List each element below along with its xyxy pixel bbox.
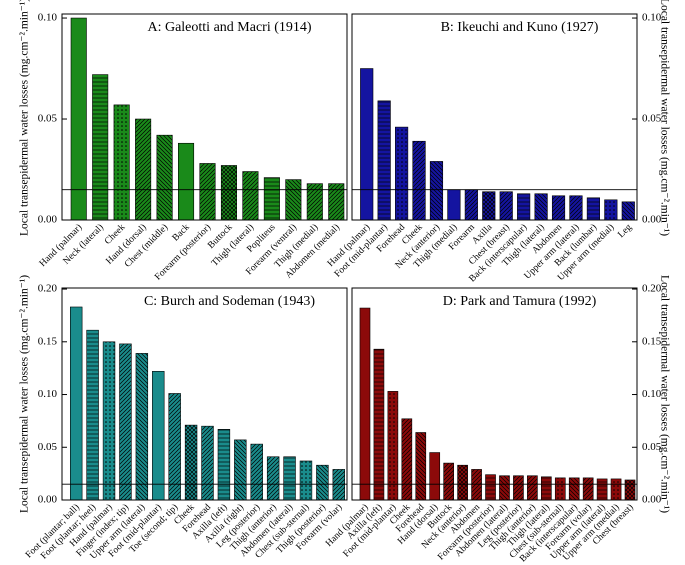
bar	[316, 464, 329, 501]
bar	[415, 432, 427, 501]
y-axis-label: Local transepidermal water losses (mg.cm…	[658, 275, 670, 513]
y-tick-label: 0.05	[642, 113, 662, 125]
y-tick-label: 0.05	[38, 441, 58, 453]
bar	[360, 68, 374, 221]
bar	[152, 371, 165, 501]
bar	[69, 306, 83, 501]
bar	[429, 452, 441, 501]
plot-frame	[61, 287, 348, 501]
bar	[401, 418, 413, 501]
y-tick-label: 0.15	[38, 335, 58, 347]
panel-title: B: Ikeuchi and Kuno (1927)	[441, 20, 599, 35]
bar	[113, 104, 130, 221]
y-axis-label: Local transepidermal water losses (mg.cm…	[19, 275, 31, 513]
bar	[156, 134, 173, 221]
panel-title: D: Park and Tamura (1992)	[443, 294, 597, 309]
bar	[387, 391, 399, 501]
bar	[184, 424, 198, 501]
bar	[517, 193, 531, 221]
bar	[624, 479, 636, 501]
panel-title: C: Burch and Sodeman (1943)	[144, 294, 315, 309]
bar	[610, 478, 622, 501]
bar	[199, 163, 216, 221]
bar	[377, 100, 391, 221]
bar	[299, 460, 313, 501]
bar	[464, 189, 478, 221]
y-tick-label: 0.00	[38, 494, 58, 506]
bar	[234, 439, 247, 501]
bar	[332, 469, 346, 501]
bar	[266, 456, 280, 501]
bar	[457, 464, 468, 501]
y-tick-label: 0.20	[642, 283, 662, 295]
bar	[220, 165, 237, 221]
bar	[447, 189, 461, 221]
plot-frame	[61, 13, 348, 221]
bar	[283, 456, 296, 501]
bar	[582, 477, 594, 501]
bar	[569, 195, 583, 221]
bar	[135, 353, 149, 501]
bar	[513, 475, 524, 501]
y-tick-label: 0.00	[642, 214, 662, 226]
bar	[395, 126, 409, 221]
bar	[554, 477, 566, 501]
bar	[242, 171, 259, 221]
y-tick-label: 0.00	[38, 214, 58, 226]
y-tick-label: 0.00	[642, 494, 662, 506]
bar	[373, 348, 385, 501]
y-axis-label: Local transepidermal water losses (mg.cm…	[658, 0, 670, 236]
bar	[92, 74, 109, 221]
bar	[471, 469, 482, 501]
bar	[604, 199, 618, 221]
y-tick-label: 0.10	[38, 12, 58, 24]
bar	[102, 341, 116, 501]
bar	[429, 161, 444, 221]
bar	[359, 307, 371, 501]
bar	[485, 474, 496, 501]
bar	[135, 118, 152, 221]
bar	[201, 425, 214, 501]
bar	[621, 201, 635, 221]
plot-frame	[351, 13, 638, 221]
bar	[178, 142, 195, 221]
bar	[250, 443, 263, 501]
bar	[306, 183, 323, 221]
bar	[596, 478, 608, 501]
y-tick-label: 0.05	[38, 113, 58, 125]
bar	[541, 476, 552, 501]
bar	[328, 183, 345, 221]
plot-frame	[351, 287, 638, 501]
bar	[86, 329, 99, 501]
bar	[568, 477, 580, 501]
bar	[119, 343, 132, 501]
bar	[285, 179, 302, 221]
x-tick-label: Leg	[616, 222, 634, 240]
y-tick-label: 0.10	[642, 388, 662, 400]
y-tick-label: 0.10	[38, 388, 58, 400]
bar	[263, 177, 280, 221]
bar	[499, 191, 513, 221]
y-tick-label: 0.05	[642, 441, 662, 453]
bar	[412, 140, 426, 221]
bar	[551, 195, 566, 221]
bar	[534, 193, 548, 221]
y-tick-label: 0.10	[642, 12, 662, 24]
bar	[586, 197, 600, 221]
bar	[217, 429, 231, 501]
bar	[443, 462, 454, 501]
bar	[482, 191, 496, 221]
bar	[499, 475, 510, 501]
y-tick-label: 0.15	[642, 335, 662, 347]
panel-title: A: Galeotti and Macri (1914)	[147, 20, 311, 35]
bar	[527, 475, 538, 501]
y-tick-label: 0.20	[38, 283, 58, 295]
y-axis-label: Local transepidermal water losses (mg.cm…	[19, 0, 31, 236]
